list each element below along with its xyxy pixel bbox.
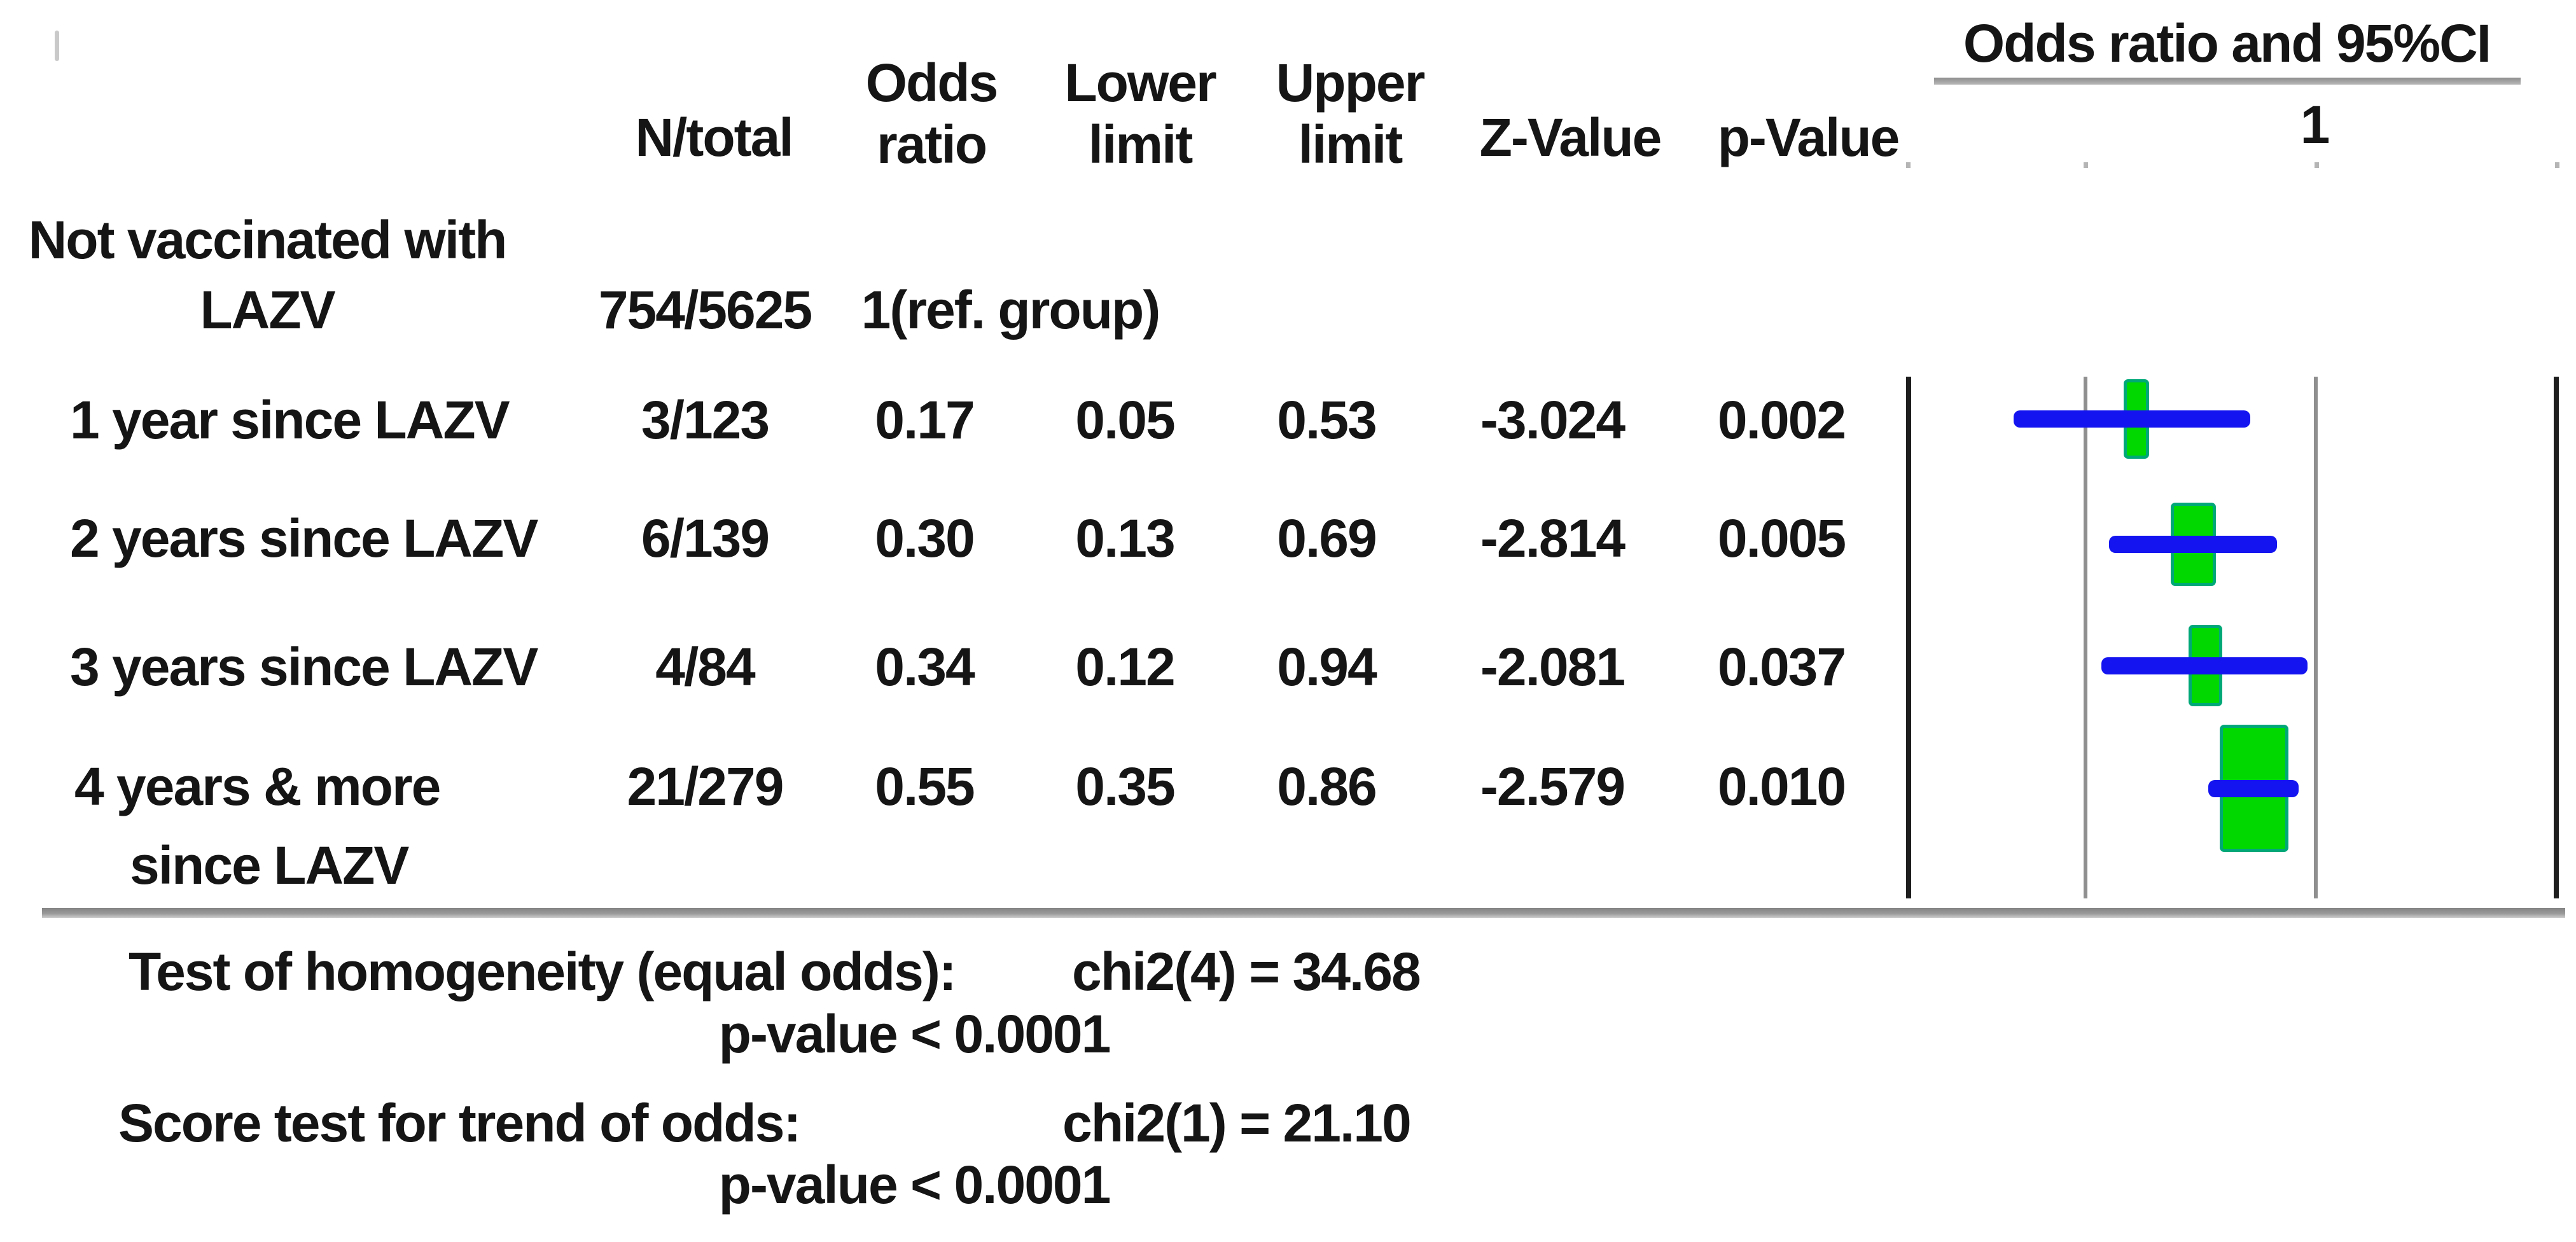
cell-upper-limit: 0.94: [1277, 637, 1377, 697]
column-header-odds-ratio-line1: Odds: [865, 53, 999, 113]
cell-z-value: -2.814: [1480, 508, 1626, 568]
row-label-4-years-line2: since LAZV: [130, 835, 409, 895]
row-label-1-year: 1 year since LAZV: [70, 390, 510, 450]
axis-tick: [2315, 162, 2319, 168]
column-header-p-value: p-Value: [1717, 108, 1900, 167]
plot-title: Odds ratio and 95%CI: [1963, 13, 2491, 73]
column-header-z-value: Z-Value: [1479, 108, 1662, 167]
homogeneity-test-stat: chi2(4) = 34.68: [1072, 942, 1421, 1001]
cell-p-value: 0.005: [1717, 508, 1846, 568]
row-label-3-years: 3 years since LAZV: [70, 637, 538, 697]
trend-test-label: Score test for trend of odds:: [118, 1093, 801, 1153]
cell-upper-limit: 0.53: [1277, 390, 1377, 450]
cell-lower-limit: 0.05: [1075, 390, 1175, 450]
homogeneity-test-p-value: p-value < 0.0001: [718, 1004, 1111, 1064]
column-header-lower-limit-line2: limit: [1088, 115, 1194, 174]
ci-bar-row-4: [2208, 780, 2299, 797]
homogeneity-test-label: Test of homogeneity (equal odds):: [129, 942, 957, 1001]
cell-z-value: -2.579: [1480, 757, 1626, 816]
cell-p-value: 0.010: [1717, 757, 1846, 816]
cell-z-value: -3.024: [1480, 390, 1626, 450]
scan-artifact-mark: [55, 31, 59, 61]
cell-odds-ratio: 0.34: [875, 637, 975, 697]
cell-n-total: 4/84: [655, 637, 755, 697]
cell-upper-limit: 0.86: [1277, 757, 1377, 816]
column-header-n-total: N/total: [635, 108, 793, 167]
ci-bar-row-1: [2013, 410, 2250, 428]
cell-n-total: 3/123: [641, 390, 770, 450]
cell-lower-limit: 0.13: [1075, 508, 1175, 568]
row-label-line1: Not vaccinated with: [28, 210, 508, 270]
cell-upper-limit: 0.69: [1277, 508, 1377, 568]
cell-odds-ratio: 0.17: [875, 390, 975, 450]
column-header-upper-limit-line1: Upper: [1276, 53, 1426, 113]
trend-test-stat: chi2(1) = 21.10: [1062, 1093, 1412, 1153]
cell-n-total: 754/5625: [598, 280, 812, 340]
table-bottom-separator: [42, 908, 2565, 918]
cell-lower-limit: 0.12: [1075, 637, 1175, 697]
column-header-lower-limit-line1: Lower: [1064, 53, 1216, 113]
axis-tick: [1906, 162, 1911, 168]
ci-bar-row-3: [2101, 657, 2308, 674]
cell-z-value: -2.081: [1480, 637, 1626, 697]
row-label-2-years: 2 years since LAZV: [70, 508, 538, 568]
plot-frame-line-right: [2554, 377, 2559, 898]
cell-p-value: 0.002: [1717, 390, 1846, 450]
row-label-4-years-line1: 4 years & more: [74, 757, 441, 816]
row-label-line2: LAZV: [200, 280, 335, 340]
column-header-odds-ratio-line2: ratio: [876, 115, 987, 174]
axis-tick-label-1: 1: [2300, 95, 2330, 155]
cell-p-value: 0.037: [1717, 637, 1846, 697]
cell-lower-limit: 0.35: [1075, 757, 1175, 816]
cell-n-total: 21/279: [627, 757, 784, 816]
gridline-1-reference: [2314, 377, 2318, 898]
cell-n-total: 6/139: [641, 508, 770, 568]
axis-tick: [2084, 162, 2088, 168]
plot-title-underline: [1934, 78, 2521, 85]
trend-test-p-value: p-value < 0.0001: [718, 1155, 1111, 1215]
plot-frame-line-left: [1906, 377, 1911, 898]
cell-odds-ratio: 0.30: [875, 508, 975, 568]
axis-tick: [2555, 162, 2559, 168]
gridline-0-1: [2084, 377, 2087, 898]
cell-odds-ratio: 0.55: [875, 757, 975, 816]
ci-bar-row-2: [2109, 536, 2277, 553]
row-label-not-vaccinated: Not vaccinated with LAZV: [28, 205, 508, 345]
column-header-upper-limit-line2: limit: [1298, 115, 1403, 174]
cell-ref-group: 1(ref. group): [861, 280, 1161, 340]
